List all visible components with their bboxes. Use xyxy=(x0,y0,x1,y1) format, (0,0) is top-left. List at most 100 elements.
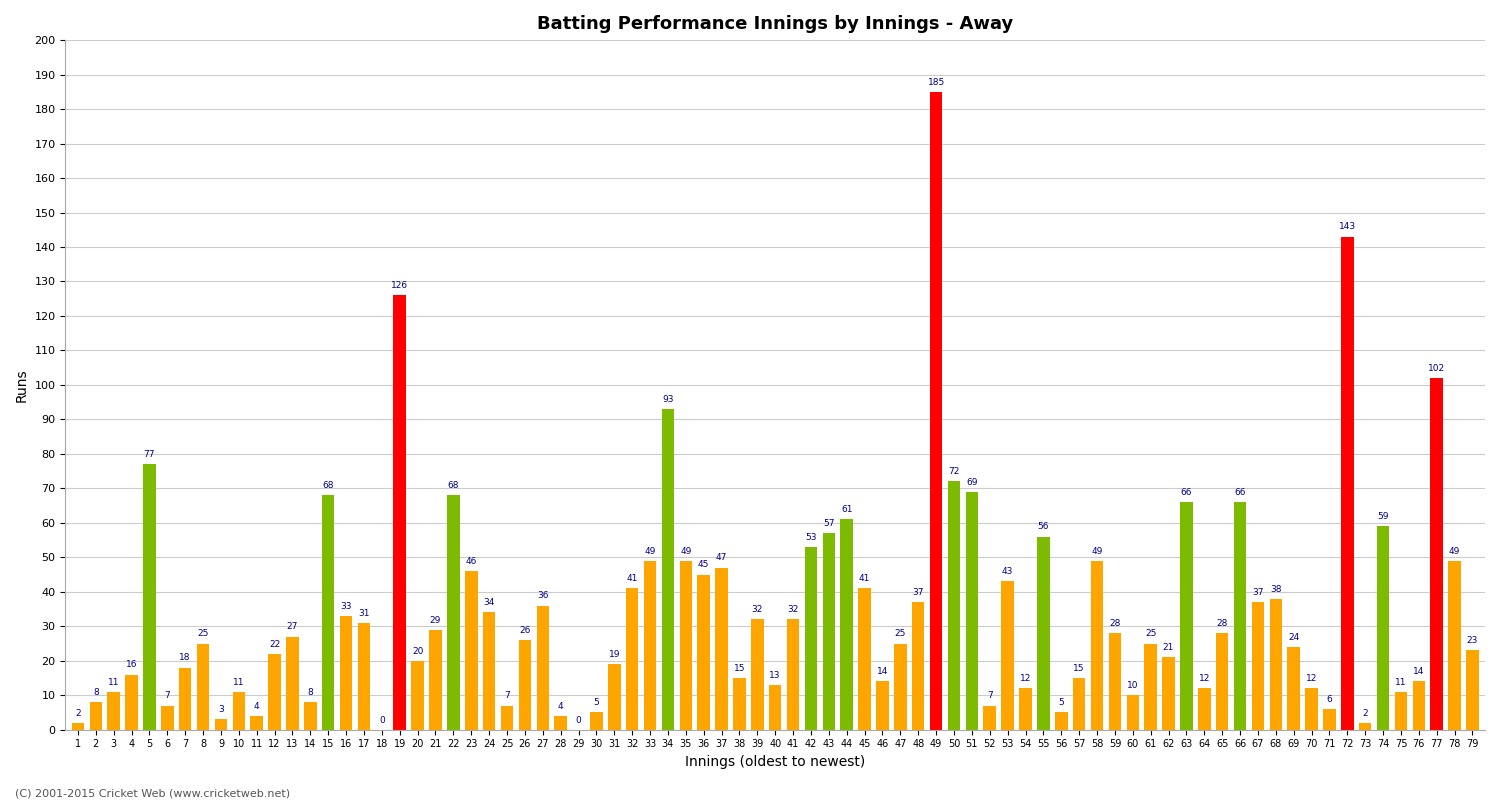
Text: 7: 7 xyxy=(987,691,993,701)
Text: 37: 37 xyxy=(912,588,924,597)
Bar xyxy=(1072,678,1086,730)
Text: 10: 10 xyxy=(1126,681,1138,690)
Text: 27: 27 xyxy=(286,622,298,631)
Bar xyxy=(1216,633,1228,730)
Bar xyxy=(465,571,477,730)
Bar xyxy=(734,678,746,730)
Bar xyxy=(1323,709,1335,730)
Text: 25: 25 xyxy=(198,630,208,638)
Text: 15: 15 xyxy=(1074,664,1084,673)
Text: 43: 43 xyxy=(1002,567,1014,576)
Text: 77: 77 xyxy=(144,450,154,459)
Text: 12: 12 xyxy=(1198,674,1210,683)
Text: 24: 24 xyxy=(1288,633,1299,642)
Text: 8: 8 xyxy=(308,688,314,697)
Text: 12: 12 xyxy=(1020,674,1031,683)
Bar xyxy=(804,547,818,730)
Bar xyxy=(357,623,370,730)
Bar xyxy=(930,92,942,730)
Text: 0: 0 xyxy=(576,715,582,725)
Text: 14: 14 xyxy=(1413,667,1425,676)
Bar xyxy=(1234,502,1246,730)
X-axis label: Innings (oldest to newest): Innings (oldest to newest) xyxy=(686,755,865,769)
Bar xyxy=(1377,526,1389,730)
Text: 72: 72 xyxy=(948,467,960,476)
Bar xyxy=(698,574,709,730)
Text: 23: 23 xyxy=(1467,636,1478,646)
Bar xyxy=(501,706,513,730)
Bar xyxy=(680,561,692,730)
Text: 12: 12 xyxy=(1306,674,1317,683)
Text: 15: 15 xyxy=(734,664,746,673)
Text: 126: 126 xyxy=(392,281,408,290)
Bar xyxy=(196,643,210,730)
Bar xyxy=(858,588,871,730)
Bar xyxy=(1054,713,1068,730)
Text: 49: 49 xyxy=(645,546,656,555)
Bar xyxy=(840,519,854,730)
Text: 49: 49 xyxy=(1449,546,1461,555)
Bar xyxy=(1269,598,1282,730)
Text: 47: 47 xyxy=(716,554,728,562)
Bar xyxy=(1359,723,1371,730)
Text: 34: 34 xyxy=(483,598,495,607)
Text: 68: 68 xyxy=(447,481,459,490)
Bar xyxy=(662,409,674,730)
Text: 33: 33 xyxy=(340,602,352,610)
Text: 14: 14 xyxy=(878,667,888,676)
Bar xyxy=(286,637,298,730)
Text: 4: 4 xyxy=(558,702,564,710)
Bar xyxy=(876,682,888,730)
Bar xyxy=(912,602,924,730)
Bar xyxy=(1251,602,1264,730)
Text: 45: 45 xyxy=(698,560,709,570)
Text: 25: 25 xyxy=(1144,630,1156,638)
Bar xyxy=(340,616,352,730)
Text: 8: 8 xyxy=(93,688,99,697)
Text: 53: 53 xyxy=(806,533,816,542)
Text: 66: 66 xyxy=(1234,488,1246,497)
Text: 26: 26 xyxy=(519,626,531,635)
Bar xyxy=(752,619,764,730)
Text: 185: 185 xyxy=(927,78,945,86)
Bar xyxy=(178,668,192,730)
Bar xyxy=(537,606,549,730)
Text: 20: 20 xyxy=(413,646,423,655)
Bar xyxy=(788,619,800,730)
Bar xyxy=(322,495,334,730)
Bar xyxy=(1144,643,1156,730)
Text: 3: 3 xyxy=(217,706,223,714)
Bar xyxy=(1198,688,1210,730)
Bar xyxy=(984,706,996,730)
Bar xyxy=(429,630,442,730)
Text: 102: 102 xyxy=(1428,364,1446,373)
Bar xyxy=(770,685,782,730)
Text: 0: 0 xyxy=(380,715,384,725)
Text: 16: 16 xyxy=(126,660,138,670)
Bar xyxy=(644,561,657,730)
Text: 61: 61 xyxy=(842,506,852,514)
Bar xyxy=(1413,682,1425,730)
Text: 22: 22 xyxy=(268,640,280,649)
Text: 59: 59 xyxy=(1377,512,1389,521)
Bar xyxy=(214,719,226,730)
Y-axis label: Runs: Runs xyxy=(15,368,28,402)
Bar xyxy=(232,692,244,730)
Bar xyxy=(626,588,639,730)
Text: 2: 2 xyxy=(1362,709,1368,718)
Bar xyxy=(447,495,459,730)
Text: 7: 7 xyxy=(504,691,510,701)
Text: 37: 37 xyxy=(1252,588,1263,597)
Text: (C) 2001-2015 Cricket Web (www.cricketweb.net): (C) 2001-2015 Cricket Web (www.cricketwe… xyxy=(15,788,290,798)
Text: 49: 49 xyxy=(1092,546,1102,555)
Bar xyxy=(1108,633,1120,730)
Bar xyxy=(1431,378,1443,730)
Bar xyxy=(142,464,156,730)
Bar xyxy=(519,640,531,730)
Text: 68: 68 xyxy=(322,481,334,490)
Bar xyxy=(126,674,138,730)
Bar xyxy=(304,702,316,730)
Bar xyxy=(555,716,567,730)
Bar xyxy=(1020,688,1032,730)
Text: 38: 38 xyxy=(1270,585,1281,594)
